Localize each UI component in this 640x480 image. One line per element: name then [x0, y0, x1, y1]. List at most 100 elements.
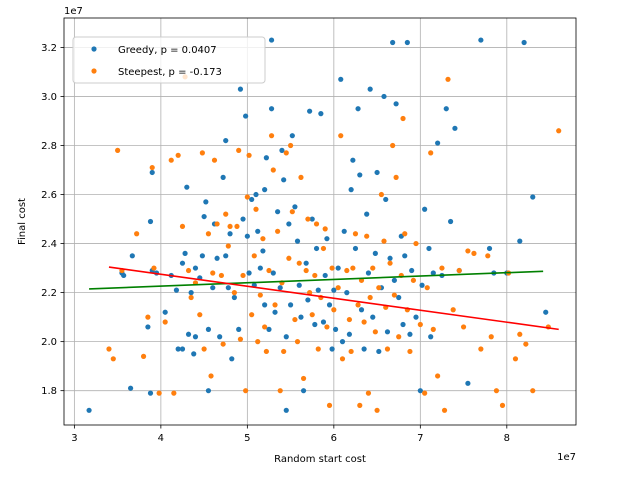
steepest-point	[145, 314, 151, 320]
greedy-point	[236, 326, 242, 332]
greedy-point	[255, 228, 261, 234]
steepest-point	[312, 272, 318, 279]
greedy-point	[286, 221, 292, 227]
steepest-point	[523, 341, 529, 347]
steepest-point	[197, 312, 203, 318]
steepest-point	[400, 115, 406, 122]
scatter-points	[86, 37, 562, 413]
greedy-point	[435, 140, 441, 146]
steepest-point	[257, 292, 263, 298]
steepest-point	[471, 250, 477, 256]
steepest-point	[450, 307, 456, 313]
steepest-point	[329, 265, 335, 271]
steepest-point	[384, 346, 391, 352]
steepest-point	[115, 147, 121, 153]
steepest-point	[251, 253, 257, 259]
steepest-point	[140, 353, 147, 359]
steepest-point	[493, 388, 500, 394]
steepest-point	[439, 265, 445, 271]
greedy-point	[367, 86, 373, 92]
greedy-point	[307, 108, 313, 114]
y-tick-label: 3.0	[41, 92, 57, 103]
greedy-point	[402, 253, 408, 259]
steepest-point	[391, 292, 397, 298]
steepest-point	[374, 407, 380, 413]
steepest-point	[364, 233, 370, 239]
x-tick-label: 7	[417, 433, 423, 444]
steepest-point	[277, 388, 283, 394]
steepest-point	[223, 211, 229, 217]
legend-label-greedy: Greedy, p = 0.0407	[118, 45, 217, 56]
greedy-point	[279, 147, 285, 153]
steepest-point	[305, 216, 311, 222]
steepest-point	[331, 307, 337, 313]
greedy-point	[192, 334, 199, 340]
steepest-point	[422, 390, 428, 396]
greedy-point	[357, 172, 363, 178]
steepest-point	[134, 231, 140, 237]
greedy-point	[188, 290, 194, 296]
steepest-point	[517, 331, 523, 337]
greedy-point	[339, 339, 346, 345]
greedy-point	[350, 157, 356, 163]
steepest-point	[413, 240, 419, 247]
greedy-point	[162, 309, 168, 315]
greedy-point	[214, 255, 220, 261]
steepest-point	[435, 373, 441, 379]
steepest-point	[227, 223, 233, 230]
steepest-point	[292, 316, 298, 323]
greedy-point	[246, 270, 252, 276]
steepest-point	[234, 223, 240, 230]
greedy-point	[376, 348, 382, 355]
steepest-point	[253, 206, 259, 212]
greedy-point	[361, 346, 367, 352]
steepest-point	[372, 329, 378, 335]
greedy-point	[355, 106, 361, 112]
steepest-point	[243, 388, 249, 394]
steepest-point	[410, 277, 417, 283]
greedy-point	[358, 307, 365, 313]
greedy-point	[268, 106, 275, 112]
steepest-point	[260, 236, 266, 242]
steepest-point	[338, 133, 344, 139]
greedy-point	[253, 191, 259, 198]
x-tick-label: 8	[504, 433, 510, 444]
steepest-point	[211, 157, 218, 163]
greedy-point	[309, 216, 315, 222]
greedy-point	[521, 39, 527, 46]
steepest-point	[249, 312, 255, 318]
greedy-point	[390, 39, 396, 46]
greedy-point	[318, 111, 324, 117]
greedy-point	[223, 137, 229, 144]
greedy-point	[303, 260, 309, 266]
greedy-point	[404, 39, 410, 46]
steepest-point	[236, 147, 242, 153]
greedy-point	[268, 37, 275, 43]
greedy-point	[326, 302, 333, 308]
greedy-point	[324, 236, 330, 242]
steepest-point	[428, 150, 434, 156]
greedy-point	[428, 334, 434, 340]
greedy-point	[277, 285, 283, 291]
steepest-point	[367, 294, 373, 301]
steepest-point	[313, 221, 320, 227]
greedy-point	[179, 260, 186, 266]
axis-ticks: 3 4 5 6 7 8 1.8 2.0 2.2 2.4 2.6 2.8 3.0 3.2	[41, 43, 510, 444]
y-tick-label: 2.8	[41, 141, 57, 152]
legend-label-steepest: Steepest, p = -0.173	[118, 67, 222, 78]
greedy-point	[387, 255, 393, 261]
steepest-point	[210, 270, 216, 276]
greedy-point	[201, 213, 207, 220]
steepest-point	[199, 150, 205, 156]
steepest-point	[499, 402, 506, 408]
greedy-point	[184, 184, 190, 190]
y-tick-label: 2.6	[41, 190, 57, 201]
steepest-point	[149, 164, 155, 171]
steepest-point	[201, 346, 207, 352]
steepest-point	[246, 152, 252, 158]
x-tick-label: 6	[331, 433, 337, 444]
greedy-point	[185, 331, 192, 337]
greedy-point	[298, 314, 304, 320]
steepest-point	[175, 152, 181, 158]
steepest-point	[350, 265, 356, 271]
